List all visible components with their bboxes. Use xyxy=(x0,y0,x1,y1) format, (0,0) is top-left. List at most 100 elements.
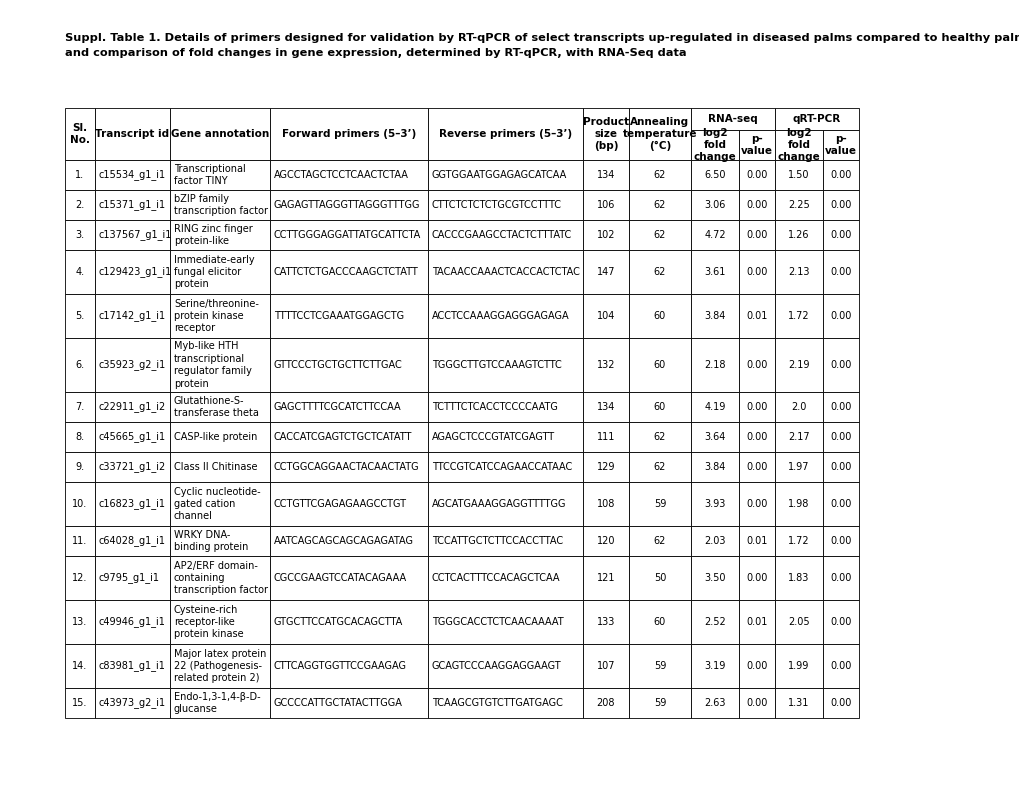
Bar xyxy=(739,130,774,160)
Bar xyxy=(774,338,822,392)
Bar xyxy=(774,482,822,526)
Text: 2.13: 2.13 xyxy=(788,267,809,277)
Bar xyxy=(739,482,774,526)
Bar xyxy=(270,688,428,718)
Text: 2.17: 2.17 xyxy=(788,432,809,442)
Bar xyxy=(95,108,170,160)
Bar xyxy=(170,108,270,160)
Bar xyxy=(428,250,583,294)
Text: 0.00: 0.00 xyxy=(829,267,851,277)
Bar xyxy=(583,160,629,190)
Bar xyxy=(822,526,858,556)
Bar xyxy=(270,190,428,220)
Text: AGCCTAGCTCCTCAACTCTAA: AGCCTAGCTCCTCAACTCTAA xyxy=(274,170,409,180)
Text: 1.72: 1.72 xyxy=(788,311,809,321)
Text: 134: 134 xyxy=(596,402,614,412)
Text: 62: 62 xyxy=(653,267,665,277)
Text: CCTCACTTTCCACAGCTCAA: CCTCACTTTCCACAGCTCAA xyxy=(432,573,560,583)
Bar xyxy=(822,190,858,220)
Text: GTTCCCTGCTGCTTCTTGAC: GTTCCCTGCTGCTTCTTGAC xyxy=(274,360,403,370)
Text: c64028_g1_i1: c64028_g1_i1 xyxy=(99,536,166,546)
Bar xyxy=(270,526,428,556)
Bar xyxy=(428,452,583,482)
Bar xyxy=(270,600,428,644)
Bar xyxy=(629,160,690,190)
Text: 0.00: 0.00 xyxy=(829,230,851,240)
Text: bZIP family
transcription factor: bZIP family transcription factor xyxy=(174,194,268,216)
Bar xyxy=(270,294,428,338)
Bar xyxy=(739,688,774,718)
Bar xyxy=(270,160,428,190)
Bar xyxy=(65,526,95,556)
Text: 0.00: 0.00 xyxy=(746,499,767,509)
Text: 133: 133 xyxy=(596,617,614,627)
Text: Immediate-early
fungal elicitor
protein: Immediate-early fungal elicitor protein xyxy=(174,255,255,289)
Bar xyxy=(95,220,170,250)
Bar xyxy=(583,600,629,644)
Bar xyxy=(822,600,858,644)
Bar xyxy=(170,338,270,392)
Bar xyxy=(690,688,739,718)
Bar xyxy=(65,338,95,392)
Bar xyxy=(170,220,270,250)
Bar xyxy=(739,392,774,422)
Text: 4.19: 4.19 xyxy=(704,402,725,412)
Bar xyxy=(774,600,822,644)
Text: TGGGCACCTCTCAACAAAAT: TGGGCACCTCTCAACAAAAT xyxy=(432,617,564,627)
Bar xyxy=(583,644,629,688)
Bar xyxy=(95,452,170,482)
Text: 2.18: 2.18 xyxy=(703,360,726,370)
Bar xyxy=(583,688,629,718)
Bar xyxy=(739,160,774,190)
Text: 1.83: 1.83 xyxy=(788,573,809,583)
Bar xyxy=(170,392,270,422)
Text: CATTCTCTGACCCAAGCTCTATT: CATTCTCTGACCCAAGCTCTATT xyxy=(274,267,419,277)
Bar xyxy=(822,294,858,338)
Text: c15371_g1_i1: c15371_g1_i1 xyxy=(99,199,166,210)
Text: 121: 121 xyxy=(596,573,614,583)
Bar xyxy=(65,220,95,250)
Text: 0.00: 0.00 xyxy=(829,536,851,546)
Bar xyxy=(629,482,690,526)
Text: 0.01: 0.01 xyxy=(746,311,767,321)
Text: Transcriptional
factor TINY: Transcriptional factor TINY xyxy=(174,164,246,186)
Text: c83981_g1_i1: c83981_g1_i1 xyxy=(99,660,166,671)
Bar xyxy=(65,392,95,422)
Bar xyxy=(270,250,428,294)
Bar xyxy=(690,130,739,160)
Bar xyxy=(583,294,629,338)
Text: p-
value: p- value xyxy=(740,134,772,156)
Text: 1.72: 1.72 xyxy=(788,536,809,546)
Text: 0.00: 0.00 xyxy=(746,698,767,708)
Text: 3.64: 3.64 xyxy=(704,432,725,442)
Text: qRT-PCR: qRT-PCR xyxy=(792,114,841,124)
Text: 62: 62 xyxy=(653,432,665,442)
Bar xyxy=(690,108,774,130)
Text: GGTGGAATGGAGAGCATCAA: GGTGGAATGGAGAGCATCAA xyxy=(432,170,567,180)
Text: 0.00: 0.00 xyxy=(829,200,851,210)
Text: Gene annotation: Gene annotation xyxy=(171,129,269,139)
Bar xyxy=(95,482,170,526)
Text: Class II Chitinase: Class II Chitinase xyxy=(174,462,257,472)
Text: log2
fold
change: log2 fold change xyxy=(693,128,736,162)
Bar xyxy=(629,220,690,250)
Bar xyxy=(774,422,822,452)
Text: 9.: 9. xyxy=(75,462,85,472)
Bar xyxy=(170,600,270,644)
Bar xyxy=(428,108,583,160)
Text: 0.00: 0.00 xyxy=(746,661,767,671)
Text: c33721_g1_i2: c33721_g1_i2 xyxy=(99,462,166,473)
Text: 0.00: 0.00 xyxy=(829,462,851,472)
Text: 62: 62 xyxy=(653,200,665,210)
Text: 1.50: 1.50 xyxy=(788,170,809,180)
Bar xyxy=(690,452,739,482)
Text: Major latex protein
22 (Pathogenesis-
related protein 2): Major latex protein 22 (Pathogenesis- re… xyxy=(174,649,266,683)
Bar xyxy=(95,688,170,718)
Bar xyxy=(95,160,170,190)
Text: 0.00: 0.00 xyxy=(746,432,767,442)
Text: GCCCCATTGCTATACTTGGA: GCCCCATTGCTATACTTGGA xyxy=(274,698,403,708)
Bar xyxy=(428,644,583,688)
Text: 0.00: 0.00 xyxy=(746,170,767,180)
Bar xyxy=(629,452,690,482)
Text: c137567_g1_i1: c137567_g1_i1 xyxy=(99,229,172,240)
